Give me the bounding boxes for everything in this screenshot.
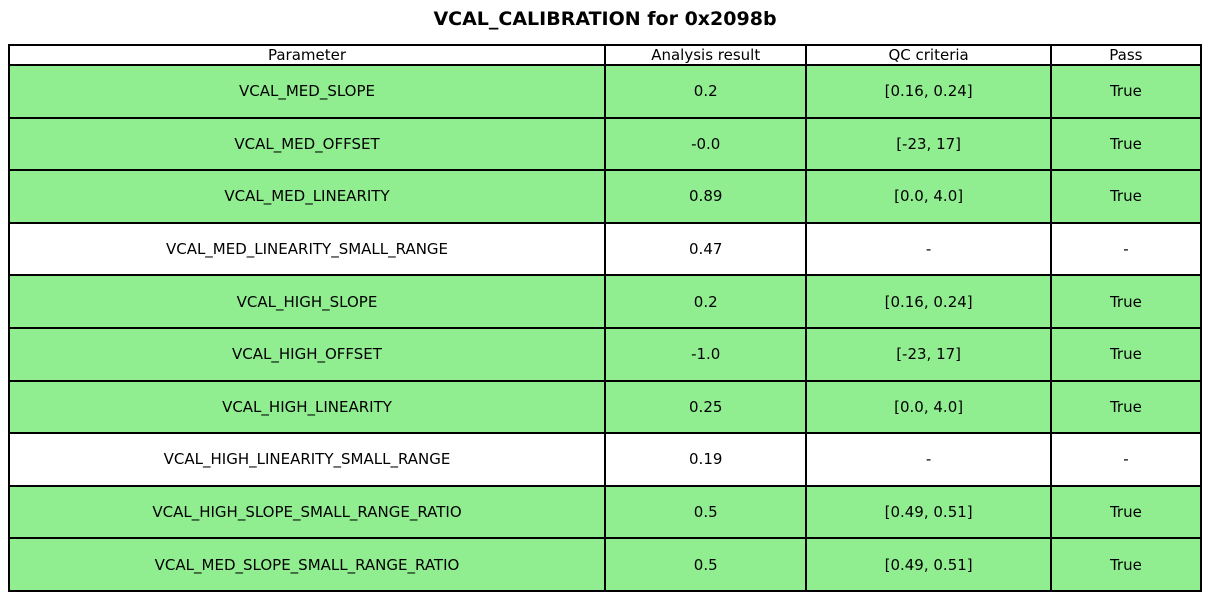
cell-pass: True (1049, 484, 1203, 540)
cell-qc-criteria: [0.0, 4.0] (805, 379, 1052, 435)
column-header-parameter: Parameter (8, 44, 606, 66)
cell-parameter: VCAL_MED_SLOPE (8, 64, 606, 119)
cell-parameter: VCAL_HIGH_SLOPE (8, 274, 606, 329)
cell-analysis-result: -0.0 (603, 116, 808, 172)
cell-qc-criteria: [0.16, 0.24] (805, 274, 1052, 329)
cell-parameter: VCAL_HIGH_OFFSET (8, 326, 606, 382)
table-row: VCAL_HIGH_SLOPE 0.2 [0.16, 0.24] True (8, 274, 1203, 329)
cell-analysis-result: 0.2 (603, 274, 808, 329)
column-header-pass: Pass (1049, 44, 1203, 66)
cell-qc-criteria: [-23, 17] (805, 326, 1052, 382)
cell-analysis-result: 0.47 (603, 221, 808, 277)
cell-qc-criteria: [0.49, 0.51] (805, 537, 1052, 592)
cell-pass: - (1049, 432, 1203, 487)
table-row: VCAL_MED_SLOPE 0.2 [0.16, 0.24] True (8, 64, 1203, 119)
cell-qc-criteria: [0.16, 0.24] (805, 64, 1052, 119)
cell-pass: True (1049, 274, 1203, 329)
cell-parameter: VCAL_MED_OFFSET (8, 116, 606, 172)
cell-analysis-result: 0.5 (603, 484, 808, 540)
cell-analysis-result: 0.25 (603, 379, 808, 435)
table-row: VCAL_HIGH_LINEARITY_SMALL_RANGE 0.19 - - (8, 432, 1203, 487)
qc-results-table: Parameter Analysis result QC criteria Pa… (8, 44, 1203, 592)
cell-analysis-result: 0.89 (603, 169, 808, 224)
cell-pass: - (1049, 221, 1203, 277)
table-row: VCAL_MED_LINEARITY 0.89 [0.0, 4.0] True (8, 169, 1203, 224)
cell-analysis-result: 0.2 (603, 64, 808, 119)
cell-analysis-result: 0.19 (603, 432, 808, 487)
cell-qc-criteria: - (805, 221, 1052, 277)
table-row: VCAL_HIGH_OFFSET -1.0 [-23, 17] True (8, 326, 1203, 382)
table-row: VCAL_HIGH_LINEARITY 0.25 [0.0, 4.0] True (8, 379, 1203, 435)
cell-parameter: VCAL_HIGH_LINEARITY (8, 379, 606, 435)
cell-pass: True (1049, 64, 1203, 119)
column-header-qc-criteria: QC criteria (805, 44, 1052, 66)
table-row: VCAL_MED_SLOPE_SMALL_RANGE_RATIO 0.5 [0.… (8, 537, 1203, 592)
page-title: VCAL_CALIBRATION for 0x2098b (433, 8, 777, 30)
cell-qc-criteria: [-23, 17] (805, 116, 1052, 172)
cell-pass: True (1049, 169, 1203, 224)
cell-qc-criteria: [0.49, 0.51] (805, 484, 1052, 540)
table-row: VCAL_MED_OFFSET -0.0 [-23, 17] True (8, 116, 1203, 172)
cell-analysis-result: -1.0 (603, 326, 808, 382)
cell-parameter: VCAL_HIGH_LINEARITY_SMALL_RANGE (8, 432, 606, 487)
cell-parameter: VCAL_MED_LINEARITY (8, 169, 606, 224)
cell-pass: True (1049, 537, 1203, 592)
table-header-row: Parameter Analysis result QC criteria Pa… (8, 44, 1203, 66)
cell-parameter: VCAL_MED_SLOPE_SMALL_RANGE_RATIO (8, 537, 606, 592)
cell-qc-criteria: [0.0, 4.0] (805, 169, 1052, 224)
cell-pass: True (1049, 379, 1203, 435)
table-row: VCAL_HIGH_SLOPE_SMALL_RANGE_RATIO 0.5 [0… (8, 484, 1203, 540)
column-header-analysis-result: Analysis result (603, 44, 808, 66)
cell-pass: True (1049, 326, 1203, 382)
cell-pass: True (1049, 116, 1203, 172)
table-row: VCAL_MED_LINEARITY_SMALL_RANGE 0.47 - - (8, 221, 1203, 277)
cell-parameter: VCAL_MED_LINEARITY_SMALL_RANGE (8, 221, 606, 277)
cell-qc-criteria: - (805, 432, 1052, 487)
cell-analysis-result: 0.5 (603, 537, 808, 592)
cell-parameter: VCAL_HIGH_SLOPE_SMALL_RANGE_RATIO (8, 484, 606, 540)
